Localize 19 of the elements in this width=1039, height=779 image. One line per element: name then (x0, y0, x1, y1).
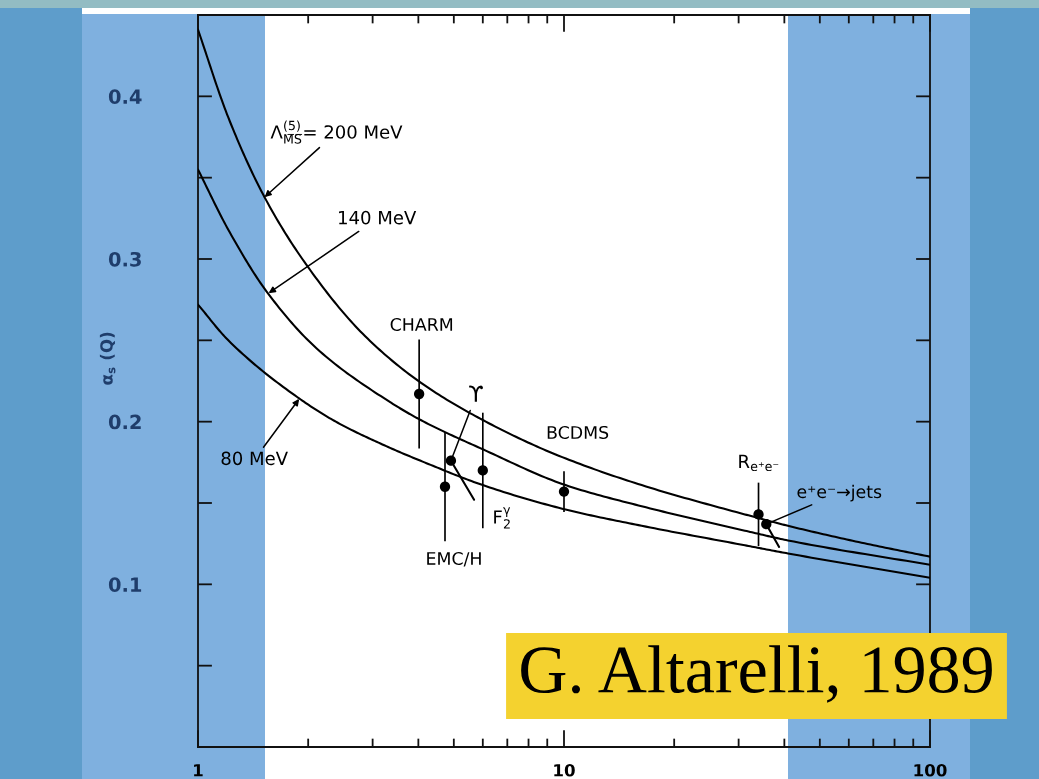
annotation: 140 MeV (339, 210, 417, 225)
annotation: F$^{γ}$$_{2}$ (494, 507, 511, 529)
annotation: BCDMS (547, 425, 609, 440)
annotation: ϒ (469, 385, 483, 402)
annotation: Λ$^{(5)}$$_{M̅S̅}$= 200 MeV (270, 120, 403, 144)
x-tick-label: 1 (194, 764, 203, 777)
annotation: 80 MeV (221, 451, 288, 466)
y-tick-label: 0.1 (108, 577, 142, 592)
annotation: e⁺e⁻→jets (797, 484, 882, 502)
annotation: CHARM (390, 317, 453, 332)
x-tick-label: 10 (554, 763, 575, 777)
y-tick-label: 0.3 (108, 251, 141, 267)
annotation: G. Altarelli, 1989 (521, 645, 992, 703)
y-axis-title: α$_{s}$ (Q) (99, 332, 116, 385)
annotation: EMC/H (427, 551, 481, 567)
annotation: R$_{e⁺e⁻}$ (739, 454, 779, 472)
y-tick-label: 0.2 (108, 414, 141, 430)
x-tick-label: 100 (914, 763, 947, 777)
y-tick-label: 0.4 (108, 89, 142, 104)
